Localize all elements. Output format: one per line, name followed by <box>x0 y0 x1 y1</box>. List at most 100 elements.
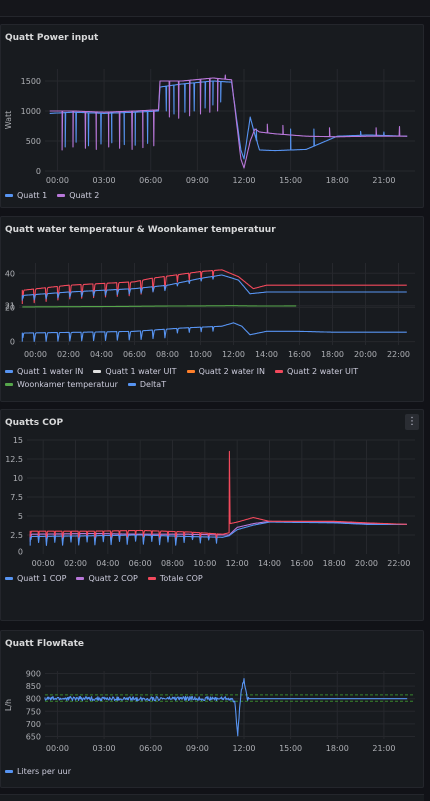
y-tick-label: 0 <box>18 548 23 557</box>
legend-item[interactable]: Totale COP <box>147 574 203 583</box>
legend-swatch <box>5 770 13 773</box>
panel-title: Quatts COP <box>5 418 64 428</box>
series-line-quatt-2-water-uit <box>21 269 407 304</box>
legend-label: Liters per uur <box>17 767 71 776</box>
y-tick-label: 850 <box>26 682 41 691</box>
y-tick-label: 2.5 <box>10 531 23 540</box>
legend-swatch <box>5 370 13 373</box>
series-line-liters-per-uur <box>44 678 408 737</box>
flowrate-panel: Quatt FlowRate 650 700 750 800 850 900 00:00 03… <box>0 630 424 788</box>
legend-item[interactable]: Quatt 2 COP <box>76 574 138 583</box>
x-tick-label: 08:00 <box>161 559 184 568</box>
x-tick-label: 14:00 <box>255 350 278 359</box>
x-tick-label: 18:00 <box>326 176 349 185</box>
x-tick-label: 08:00 <box>156 350 179 359</box>
x-tick-label: 22:00 <box>387 559 410 568</box>
x-tick-label: 12:00 <box>232 176 255 185</box>
y-tick-label: 500 <box>26 137 41 146</box>
series-line-quatt-1-cop <box>29 521 408 546</box>
legend-label: Quatt 2 water UIT <box>286 367 359 376</box>
x-tick-label: 12:00 <box>222 350 245 359</box>
y-tick-label: 1500 <box>21 77 41 86</box>
legend-label: Quatt 1 <box>17 191 48 200</box>
panel-title: Quatt Power input <box>5 33 99 43</box>
y-tick-label: 650 <box>26 732 41 741</box>
legend-label: Woonkamer temperatuur <box>17 380 118 389</box>
x-tick-label: 09:00 <box>186 176 209 185</box>
y-tick-label: 10 <box>13 474 23 483</box>
x-tick-label: 03:00 <box>93 744 116 753</box>
x-tick-label: 02:00 <box>57 350 80 359</box>
series-line-quatt-2-cop <box>29 520 408 543</box>
x-tick-label: 00:00 <box>46 744 69 753</box>
cop-chart: 2.5 5 7.5 10 12.5 15 0 00:00 02:00 04:00 06:00 08:0… <box>5 436 415 568</box>
y-tick-label: 700 <box>26 720 41 729</box>
kebab-menu-icon: ⋮ <box>407 416 417 427</box>
legend-item[interactable]: Quatt 1 COP <box>5 574 66 583</box>
x-tick-label: 10:00 <box>189 350 212 359</box>
y-tick-label: 1000 <box>21 107 41 116</box>
y-tick-label: 5 <box>18 512 23 521</box>
x-tick-label: 16:00 <box>290 559 313 568</box>
legend-swatch <box>5 194 13 197</box>
y-tick-label: 800 <box>26 695 41 704</box>
legend-label: Quatt 2 water IN <box>198 367 265 376</box>
x-tick-label: 10:00 <box>193 559 216 568</box>
series-line-quatt-2 <box>49 74 408 169</box>
x-tick-label: 00:00 <box>32 559 55 568</box>
x-tick-label: 00:00 <box>24 350 47 359</box>
x-tick-label: 06:00 <box>139 744 162 753</box>
series-line-quatt-1-water-in <box>21 274 407 301</box>
legend-label: Quatt 1 COP <box>17 574 67 583</box>
legend-item[interactable]: Quatt 2 <box>57 191 99 200</box>
legend-swatch <box>274 370 283 373</box>
y-tick-label: 21 <box>5 302 15 311</box>
water-temperature-panel: Quatt water temperatuur & Woonkamer temp… <box>0 216 424 402</box>
legend-item[interactable]: Liters per uur <box>5 767 71 776</box>
legend-swatch <box>147 577 156 580</box>
legend-label: Totale COP <box>159 574 203 583</box>
y-tick-label: 15 <box>13 436 23 445</box>
chart-legend: Quatt 1 COP Quatt 2 COP Totale COP <box>5 574 415 583</box>
panel-menu-button[interactable]: ⋮ <box>405 414 419 430</box>
x-tick-label: 06:00 <box>139 176 162 185</box>
y-axis-label: L/h <box>4 699 13 711</box>
next-panel-edge <box>0 794 424 801</box>
legend-item[interactable]: Quatt 1 water IN <box>5 367 83 376</box>
legend-item[interactable]: Quatt 2 water IN <box>186 367 265 376</box>
x-tick-label: 03:00 <box>93 176 116 185</box>
legend-item[interactable]: Quatt 2 water UIT <box>274 367 359 376</box>
y-tick-label: 20 <box>5 303 15 312</box>
legend-swatch <box>5 383 13 386</box>
x-tick-label: 15:00 <box>279 744 302 753</box>
legend-label: Quatt 1 water IN <box>17 367 84 376</box>
series-line-totale-cop <box>29 450 408 539</box>
flowrate-chart: 650 700 750 800 850 900 00:00 03:00 06:00 09:00 12… <box>4 670 415 753</box>
x-tick-label: 04:00 <box>90 350 113 359</box>
legend-label: DeltaT <box>139 380 167 389</box>
legend-swatch <box>57 194 66 197</box>
legend-item[interactable]: Woonkamer temperatuur <box>5 380 118 389</box>
legend-item[interactable]: Quatt 1 water UIT <box>93 367 177 376</box>
chart-legend: Liters per uur <box>5 767 415 776</box>
y-tick-label: 0 <box>36 167 41 176</box>
x-tick-label: 22:00 <box>387 350 410 359</box>
x-tick-label: 09:00 <box>186 744 209 753</box>
x-tick-label: 18:00 <box>321 350 344 359</box>
x-tick-label: 00:00 <box>46 176 69 185</box>
x-tick-label: 20:00 <box>354 350 377 359</box>
x-tick-label: 12:00 <box>226 559 249 568</box>
x-tick-label: 16:00 <box>288 350 311 359</box>
x-tick-label: 21:00 <box>372 744 395 753</box>
x-tick-label: 18:00 <box>326 744 349 753</box>
chart-legend: Quatt 1 Quatt 2 <box>5 191 415 200</box>
y-axis-label: Watt <box>4 111 13 130</box>
x-tick-label: 04:00 <box>96 559 119 568</box>
legend-item[interactable]: Quatt 1 <box>5 191 47 200</box>
legend-item[interactable]: DeltaT <box>127 380 167 389</box>
series-line-woonkamer-temperatuur <box>22 305 297 308</box>
legend-label: Quatt 2 COP <box>88 574 138 583</box>
legend-swatch <box>93 370 102 373</box>
panel-title: Quatt FlowRate <box>5 639 85 649</box>
